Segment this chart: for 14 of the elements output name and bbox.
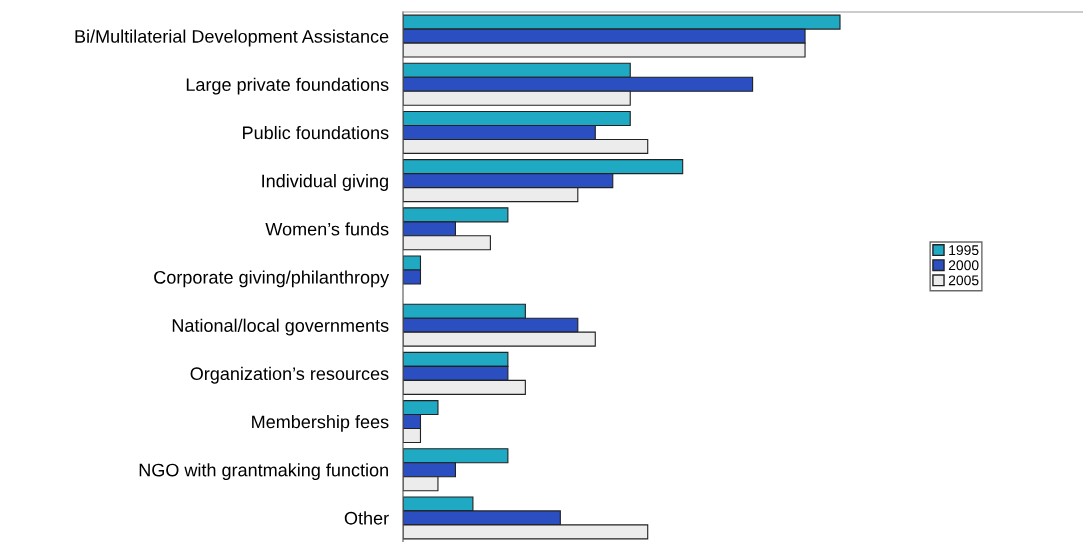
y-tick-label: National/local governments (172, 318, 389, 336)
y-tick-label: Other (344, 511, 389, 525)
legend-label: 1995 (949, 245, 979, 256)
legend-label: 2005 (948, 275, 979, 286)
y-tick-label: Large private foundations (186, 77, 389, 95)
y-tick-label: Bi/Multilaterial Development Assistance (75, 29, 389, 47)
y-tick-label: NGO with grantmaking function (139, 463, 388, 481)
y-tick-label: Corporate giving/philanthropy (154, 270, 390, 288)
y-tick-label: Women’s funds (265, 222, 389, 236)
y-tick-label: Membership fees (252, 415, 389, 432)
y-tick-label: Public foundations (243, 125, 389, 140)
y-tick-label: Organization’s resources (190, 366, 389, 384)
y-tick-label: Individual giving (262, 174, 388, 191)
legend-label: 2000 (948, 260, 979, 271)
